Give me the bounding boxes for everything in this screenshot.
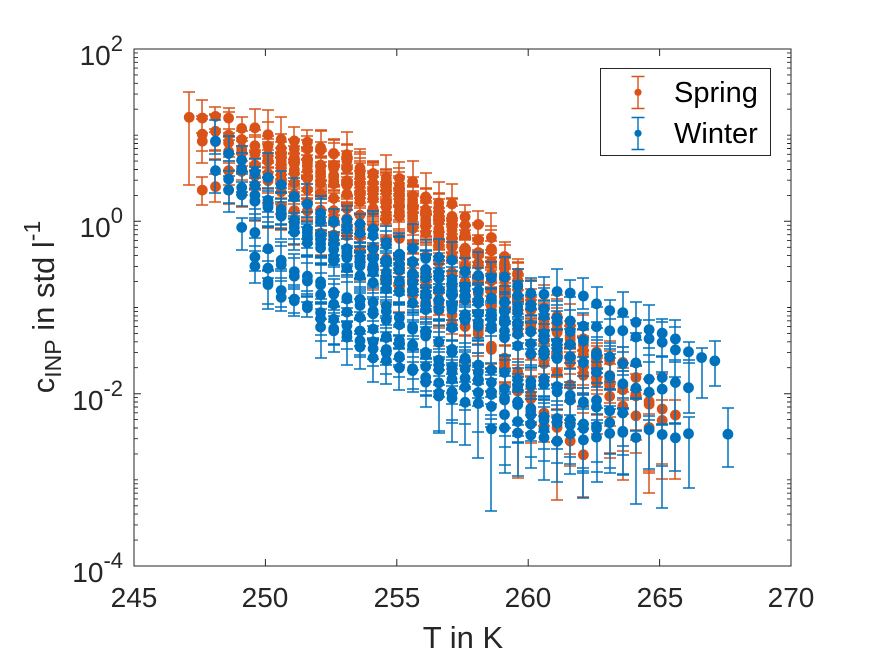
svg-text:265: 265 xyxy=(637,582,684,613)
svg-text:245: 245 xyxy=(111,582,158,613)
svg-text:250: 250 xyxy=(242,582,289,613)
svg-text:Spring: Spring xyxy=(674,77,758,109)
svg-text:Winter: Winter xyxy=(674,118,758,150)
svg-text:270: 270 xyxy=(768,582,815,613)
svg-text:cINP in std l-1: cINP in std l-1 xyxy=(19,221,66,394)
svg-text:260: 260 xyxy=(505,582,552,613)
svg-text:255: 255 xyxy=(374,582,421,613)
svg-text:T in K: T in K xyxy=(423,620,504,655)
